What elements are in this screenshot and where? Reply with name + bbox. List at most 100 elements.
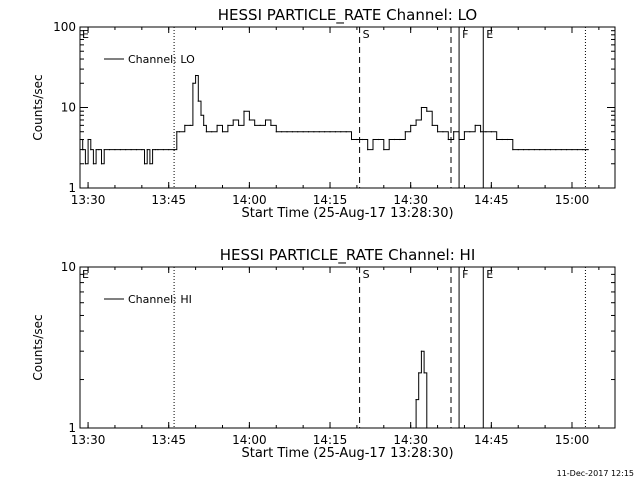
x-tick-label: 14:30 <box>393 433 428 447</box>
data-point <box>334 131 337 133</box>
data-point <box>485 131 487 133</box>
data-point <box>302 131 304 133</box>
event-marker-label: E <box>486 268 493 281</box>
data-point <box>367 148 369 151</box>
data-point <box>415 119 417 121</box>
x-tick-label: 13:30 <box>71 193 106 207</box>
data-point <box>412 427 414 429</box>
data-point <box>544 148 546 151</box>
data-point <box>168 148 170 151</box>
data-point <box>270 124 272 126</box>
data-point <box>254 124 256 126</box>
data-point <box>90 148 92 151</box>
data-point <box>458 138 460 141</box>
data-point <box>393 138 396 141</box>
data-point <box>232 119 234 121</box>
chart-title: HESSI PARTICLE_RATE Channel: LO <box>218 6 477 25</box>
data-point <box>82 148 84 151</box>
data-point <box>203 124 205 126</box>
data-point <box>189 124 191 126</box>
data-point <box>361 138 363 141</box>
plot-frame <box>79 26 616 189</box>
data-point <box>307 131 310 133</box>
data-point <box>490 131 492 133</box>
data-point <box>587 148 589 151</box>
data-point <box>178 131 181 133</box>
data-point <box>157 148 159 151</box>
legend-entry: Channel: HI <box>128 293 192 306</box>
chart-panel-2: HESSI PARTICLE_RATE Channel: HI 13:30 13:4… <box>31 246 616 461</box>
data-point <box>108 148 111 151</box>
data-point <box>205 131 207 133</box>
x-tick-label: 13:30 <box>71 433 106 447</box>
data-point <box>248 119 250 121</box>
data-point <box>243 110 245 112</box>
data-point <box>141 148 143 151</box>
x-tick-label: 15:00 <box>555 193 590 207</box>
x-tick-label: 14:30 <box>393 193 428 207</box>
data-point <box>154 148 156 151</box>
data-point <box>125 148 127 151</box>
data-point <box>200 114 202 116</box>
data-point <box>286 131 288 133</box>
data-point <box>211 131 213 133</box>
data-point <box>162 148 164 151</box>
event-marker-label: F <box>462 268 468 281</box>
data-point <box>264 119 267 121</box>
x-tick-label: 14:15 <box>313 193 348 207</box>
data-point <box>92 163 95 165</box>
data-point <box>98 148 100 151</box>
event-marker-label: E <box>82 28 89 41</box>
event-marker-label: E <box>486 28 493 41</box>
y-tick-label: 10 <box>61 101 76 115</box>
data-point <box>522 148 525 151</box>
data-point <box>340 131 342 133</box>
data-point <box>415 399 417 401</box>
data-point <box>313 131 315 133</box>
x-tick-label: 14:00 <box>232 433 267 447</box>
data-point <box>184 124 186 126</box>
data-point <box>517 148 519 151</box>
data-point <box>372 138 374 141</box>
data-point <box>426 427 428 429</box>
data-point <box>377 138 380 141</box>
data-point <box>149 163 151 165</box>
data-point <box>533 148 535 151</box>
data-point <box>291 131 293 133</box>
x-tick-label: 15:00 <box>555 433 590 447</box>
data-point <box>84 163 86 165</box>
data-point <box>566 148 568 151</box>
event-marker-label: S <box>363 268 370 281</box>
data-point <box>426 110 428 112</box>
data-point <box>227 124 229 126</box>
x-axis-label: Start Time (25-Aug-17 13:28:30) <box>241 206 453 221</box>
data-point <box>350 138 353 141</box>
data-series-line <box>80 75 589 165</box>
data-point <box>528 148 530 151</box>
data-series-line <box>413 350 428 429</box>
data-point <box>469 131 471 133</box>
data-point <box>560 148 562 151</box>
data-point <box>192 82 194 84</box>
data-point <box>135 148 138 151</box>
data-point <box>329 131 331 133</box>
chart-title: HESSI PARTICLE_RATE Channel: HI <box>220 246 476 265</box>
data-point <box>420 350 423 352</box>
y-axis-label: Counts/sec <box>31 74 45 140</box>
data-point <box>539 148 541 151</box>
event-marker-label: E <box>82 268 89 281</box>
data-point <box>420 106 423 109</box>
data-point <box>318 131 320 133</box>
y-tick-label: 1 <box>68 181 76 195</box>
data-point <box>479 131 482 133</box>
data-point <box>119 148 121 151</box>
data-point <box>345 131 347 133</box>
data-point <box>173 148 175 151</box>
x-tick-label: 13:45 <box>151 433 186 447</box>
data-point <box>114 148 116 151</box>
event-marker-label: S <box>363 28 370 41</box>
data-point <box>275 131 277 133</box>
data-point <box>447 138 449 141</box>
data-point <box>512 148 514 151</box>
data-point <box>197 100 199 102</box>
